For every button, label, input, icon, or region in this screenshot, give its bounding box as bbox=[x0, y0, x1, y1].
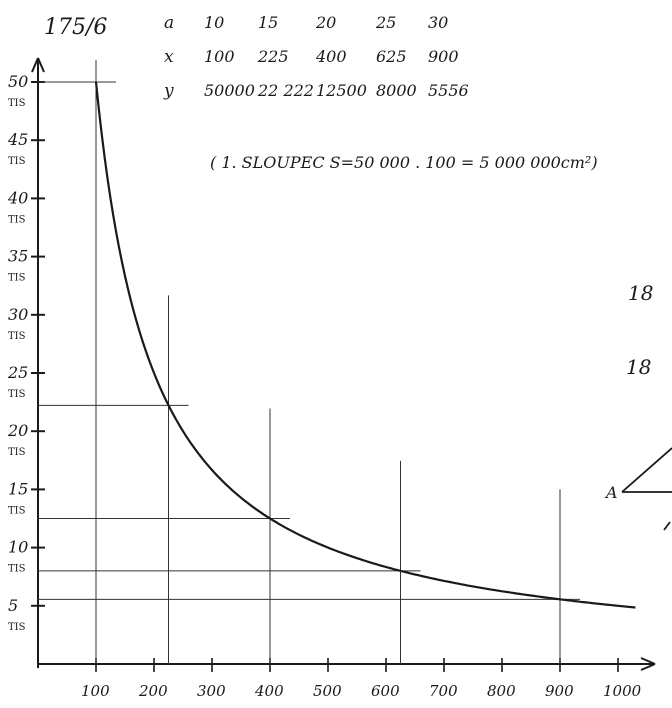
table-row-label: x bbox=[164, 47, 174, 67]
hyperbola-curve bbox=[94, 81, 636, 609]
y-tick-unit: TIS bbox=[8, 564, 26, 575]
table-cell: 225 bbox=[257, 47, 289, 66]
table-cell: 100 bbox=[204, 47, 235, 66]
table-cell: 5556 bbox=[428, 81, 469, 100]
note-text: ( 1. SLOUPEC S=50 000 . 100 = 5 000 000c… bbox=[210, 153, 598, 172]
y-tick-label: 35 bbox=[8, 247, 28, 266]
y-tick-label: 20 bbox=[7, 421, 28, 440]
y-tick-unit: TIS bbox=[8, 156, 26, 167]
table-cell: 30 bbox=[428, 13, 448, 32]
y-tick-unit: TIS bbox=[8, 214, 26, 225]
table-cell: 22 222 bbox=[257, 81, 314, 100]
y-tick-label: 40 bbox=[7, 188, 28, 207]
x-tick-label: 600 bbox=[371, 682, 400, 700]
table-row-label: a bbox=[164, 13, 174, 33]
y-tick-unit: TIS bbox=[8, 622, 26, 633]
y-tick-label: 10 bbox=[8, 538, 28, 557]
table-cell: 12500 bbox=[316, 81, 367, 100]
y-tick-label: 25 bbox=[7, 363, 28, 382]
table-cell: 15 bbox=[258, 13, 278, 32]
table-cell: 10 bbox=[204, 13, 224, 32]
x-tick-label: 800 bbox=[487, 682, 516, 700]
x-axis-arrow bbox=[640, 657, 656, 665]
table-cell: 25 bbox=[375, 13, 396, 32]
x-tick-label: 100 bbox=[81, 682, 110, 700]
table-cell: 20 bbox=[315, 13, 336, 32]
axis-ticks: 50 TIS 45 TIS 40 TIS 35 TIS 30 TIS 25 TIS 20 TIS 15 TIS… bbox=[7, 72, 642, 700]
y-tick-unit: TIS bbox=[8, 447, 26, 458]
problem-number: 175/6 bbox=[44, 15, 107, 40]
x-tick-label: 300 bbox=[197, 682, 226, 700]
table-cell: 625 bbox=[376, 47, 407, 66]
y-tick-unit: TIS bbox=[8, 331, 26, 342]
y-tick-unit: TIS bbox=[8, 98, 26, 109]
y-tick-label: 50 bbox=[8, 72, 28, 91]
table-cell: 8000 bbox=[376, 81, 417, 100]
value-table: a 10 15 20 25 30 x 100 225 400 625 900 y 50000 22 222 1… bbox=[163, 13, 469, 101]
x-tick-label: 900 bbox=[545, 682, 574, 700]
y-tick-unit: TIS bbox=[8, 505, 26, 516]
y-tick-unit: TIS bbox=[8, 389, 26, 400]
table-cell: 400 bbox=[315, 47, 347, 66]
y-axis-arrow bbox=[37, 57, 45, 73]
y-tick-unit: TIS bbox=[8, 273, 26, 284]
angle-sketch bbox=[621, 447, 672, 531]
y-axis-arrow bbox=[31, 57, 39, 73]
y-tick-label: 5 bbox=[8, 596, 18, 615]
x-tick-label: 500 bbox=[313, 682, 342, 700]
table-cell: 900 bbox=[428, 47, 459, 66]
x-tick-label: 400 bbox=[254, 682, 284, 700]
y-tick-label: 45 bbox=[7, 130, 28, 149]
y-tick-label: 15 bbox=[8, 479, 28, 498]
table-cell: 50000 bbox=[204, 81, 255, 100]
y-tick-label: 30 bbox=[8, 305, 28, 324]
cropped-text-3: A bbox=[604, 483, 618, 502]
x-axis-arrow bbox=[640, 663, 656, 671]
guide-lines bbox=[38, 60, 580, 664]
x-tick-label: 1000 bbox=[603, 682, 642, 700]
cropped-text-1: 18 bbox=[628, 281, 653, 305]
axes bbox=[31, 57, 656, 671]
table-row-label: y bbox=[163, 81, 174, 101]
cropped-text-2: 18 bbox=[626, 355, 651, 379]
x-tick-label: 700 bbox=[429, 682, 458, 700]
x-tick-label: 200 bbox=[138, 682, 168, 700]
